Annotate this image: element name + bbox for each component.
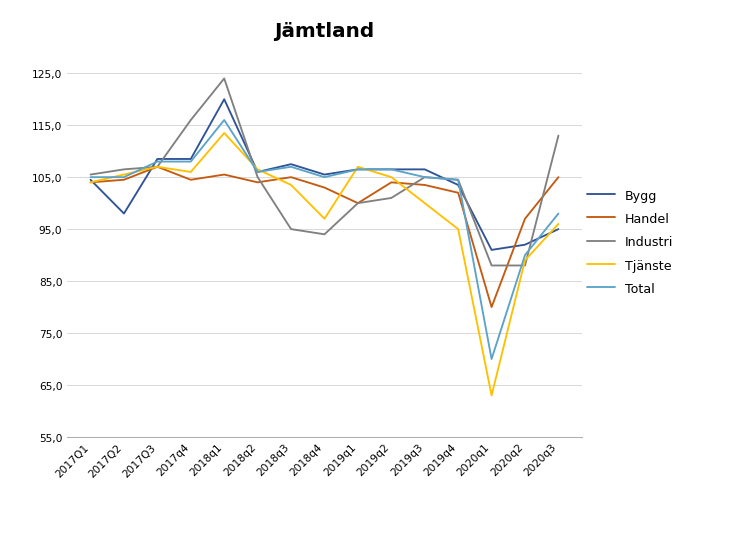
Tjänste	[520, 257, 529, 264]
Bygg	[253, 169, 261, 176]
Industri	[186, 117, 195, 124]
Industri	[419, 174, 428, 181]
Industri	[320, 231, 329, 238]
Total	[520, 252, 529, 259]
Total	[186, 159, 195, 165]
Total	[86, 174, 95, 181]
Bygg	[486, 247, 495, 254]
Industri	[486, 263, 495, 269]
Handel	[353, 200, 362, 207]
Tjänste	[419, 200, 428, 207]
Bygg	[119, 211, 128, 217]
Handel	[419, 182, 428, 189]
Industri	[353, 200, 362, 207]
Tjänste	[220, 131, 229, 137]
Title: Jämtland: Jämtland	[274, 22, 374, 42]
Total	[153, 159, 162, 165]
Total	[286, 164, 295, 171]
Industri	[387, 195, 396, 201]
Industri	[220, 76, 229, 82]
Total	[419, 174, 428, 181]
Bygg	[153, 156, 162, 163]
Total	[220, 117, 229, 124]
Handel	[320, 185, 329, 191]
Industri	[554, 133, 562, 139]
Handel	[153, 164, 162, 171]
Bygg	[554, 227, 562, 233]
Bygg	[387, 167, 396, 173]
Total	[486, 356, 495, 362]
Total	[253, 169, 261, 176]
Line: Bygg: Bygg	[90, 100, 558, 251]
Industri	[119, 167, 128, 173]
Tjänste	[353, 164, 362, 171]
Total	[554, 211, 562, 217]
Bygg	[453, 182, 462, 189]
Bygg	[520, 242, 529, 248]
Industri	[153, 164, 162, 171]
Tjänste	[186, 169, 195, 176]
Total	[387, 167, 396, 173]
Industri	[453, 177, 462, 183]
Total	[453, 177, 462, 183]
Industri	[286, 227, 295, 233]
Tjänste	[387, 174, 396, 181]
Industri	[253, 174, 261, 181]
Line: Tjänste: Tjänste	[90, 134, 558, 395]
Tjänste	[286, 182, 295, 189]
Handel	[554, 174, 562, 181]
Handel	[220, 172, 229, 178]
Legend: Bygg, Handel, Industri, Tjänste, Total: Bygg, Handel, Industri, Tjänste, Total	[581, 185, 677, 300]
Tjänste	[119, 172, 128, 178]
Industri	[520, 263, 529, 269]
Total	[119, 174, 128, 181]
Handel	[520, 216, 529, 222]
Bygg	[220, 96, 229, 103]
Tjänste	[554, 221, 562, 228]
Tjänste	[320, 216, 329, 222]
Tjänste	[486, 392, 495, 399]
Bygg	[320, 172, 329, 178]
Handel	[186, 177, 195, 183]
Total	[320, 174, 329, 181]
Tjänste	[253, 167, 261, 173]
Handel	[453, 190, 462, 197]
Handel	[387, 180, 396, 186]
Bygg	[419, 167, 428, 173]
Tjänste	[86, 180, 95, 186]
Bygg	[86, 177, 95, 183]
Handel	[119, 177, 128, 183]
Tjänste	[153, 164, 162, 171]
Bygg	[186, 156, 195, 163]
Tjänste	[453, 227, 462, 233]
Handel	[486, 304, 495, 311]
Bygg	[286, 161, 295, 168]
Industri	[86, 172, 95, 178]
Handel	[253, 180, 261, 186]
Line: Total: Total	[90, 120, 558, 359]
Total	[353, 167, 362, 173]
Line: Industri: Industri	[90, 79, 558, 266]
Bygg	[353, 167, 362, 173]
Line: Handel: Handel	[90, 167, 558, 308]
Handel	[286, 174, 295, 181]
Handel	[86, 180, 95, 186]
